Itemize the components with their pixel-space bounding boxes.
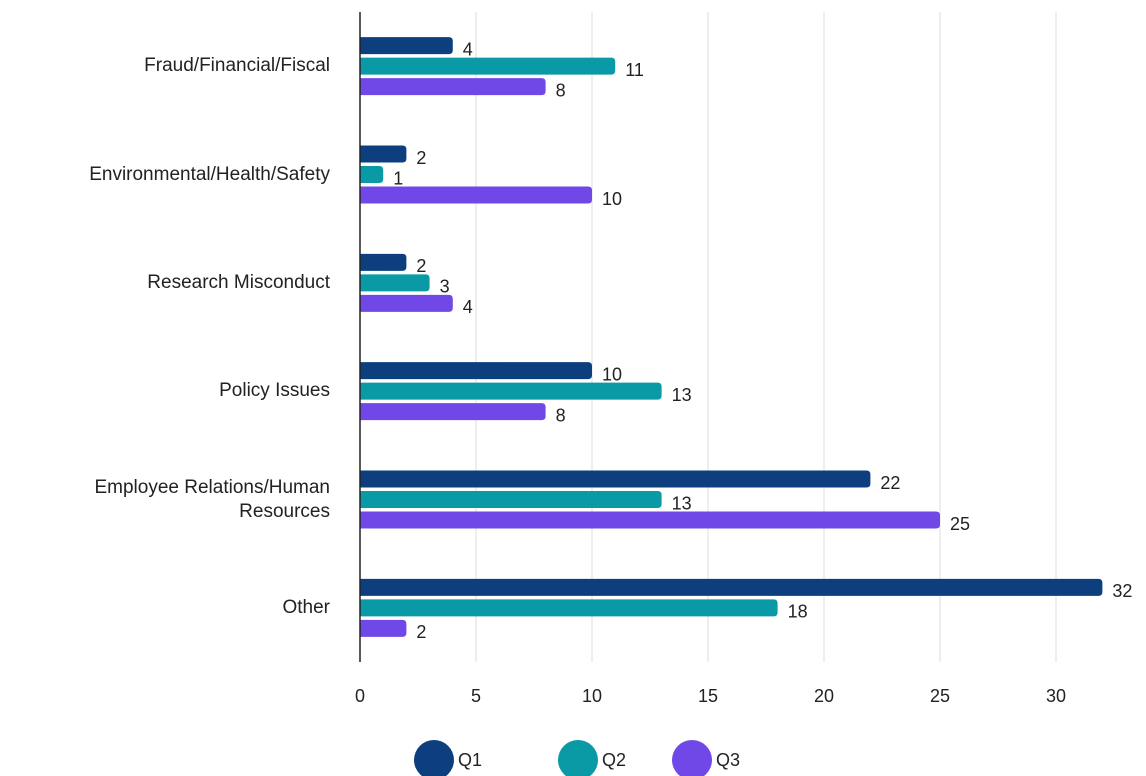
bar [360,253,407,271]
bar [360,599,778,617]
value-label: 8 [556,80,566,100]
value-label: 25 [950,514,970,534]
bar [360,78,546,96]
bar [360,57,616,75]
category-label: Policy Issues [219,380,330,402]
bar [360,491,662,508]
x-tick-label: 30 [1046,686,1066,706]
category-label: Research Misconduct [147,271,330,293]
bar [360,166,384,183]
bar [360,186,592,204]
bar [360,511,940,529]
legend-swatch [558,740,598,776]
bar [360,294,453,312]
value-label: 10 [602,189,622,209]
category-label: Environmental/Health/Safety [89,163,330,185]
category-label: Employee Relations/Human Resources [94,476,330,522]
bar [360,145,407,163]
legend-label: Q2 [602,750,626,770]
legend-label: Q3 [716,750,740,770]
x-tick-label: 20 [814,686,834,706]
bar [360,274,430,292]
value-label: 4 [463,297,473,317]
value-label: 4 [463,39,473,59]
value-label: 1 [393,168,403,188]
legend-swatch [672,740,712,776]
x-tick-label: 15 [698,686,718,706]
value-label: 2 [416,622,426,642]
bar [360,362,592,380]
value-label: 32 [1112,581,1132,601]
bar [360,382,662,400]
x-tick-label: 25 [930,686,950,706]
value-label: 18 [788,602,808,622]
bar [360,619,407,637]
value-label: 2 [416,148,426,168]
value-label: 13 [672,385,692,405]
value-label: 10 [602,364,622,384]
value-label: 11 [625,60,644,80]
x-tick-label: 5 [471,686,481,706]
bar [360,470,871,488]
category-label: Other [282,596,330,618]
x-tick-label: 10 [582,686,602,706]
value-label: 22 [880,473,900,493]
category-label: Fraud/Financial/Fiscal [144,55,330,77]
value-label: 3 [440,277,450,297]
value-label: 8 [556,405,566,425]
bar [360,37,453,55]
bar [360,578,1103,596]
legend-swatch [414,740,454,776]
legend-label: Q1 [458,750,482,770]
value-label: 2 [416,256,426,276]
bar [360,403,546,421]
x-tick-label: 0 [355,686,365,706]
value-label: 13 [672,493,692,513]
